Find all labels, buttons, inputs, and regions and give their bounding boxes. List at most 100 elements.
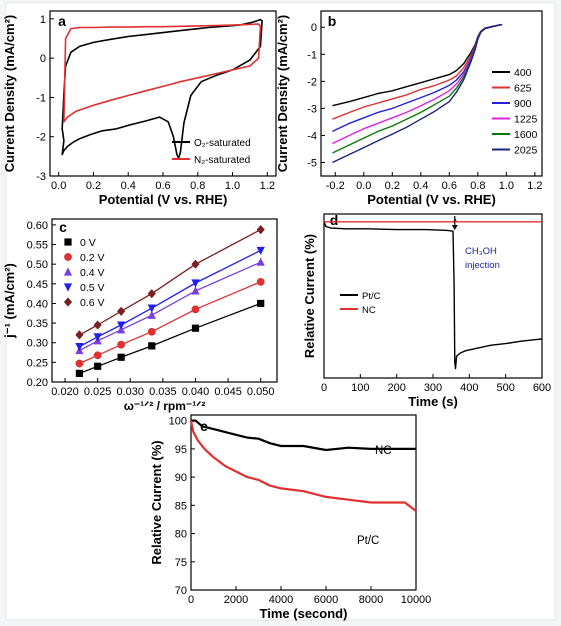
y-tick-label: 0.35 [27,318,48,330]
x-tick-label: 0.8 [190,180,205,192]
legend-label: 0.6 V [80,297,105,309]
x-tick-label: 0.040 [182,386,210,398]
series-line-2 [63,23,262,123]
data-point [93,351,102,360]
data-point [147,310,156,319]
y-tick-label: 0.50 [27,259,48,271]
y-tick-label: 80 [175,529,187,541]
x-tick-label: 10000 [401,594,432,606]
y-tick-label: 1 [40,14,46,26]
x-tick-label: 0.050 [247,386,275,398]
legend-label: O₂-saturated [194,138,251,149]
series-label-ptc: Pt/C [357,535,379,547]
x-tick-label: 0.2 [86,180,101,192]
x-tick-label: 0.0 [356,180,371,192]
data-point [75,330,84,340]
x-axis-title: Time (s) [408,394,458,409]
legend-label: 0.5 V [80,282,105,294]
x-tick-label: 0.020 [51,386,79,398]
series-line-4 [79,249,261,348]
x-tick-label: 0.4 [413,180,428,192]
x-tick-label: 1.2 [527,180,542,192]
panel-c: 0.020 0.025 0.030 0.035 0.040 0.045 0.050 0.20 0… [2,218,278,413]
panel-letter: a [58,13,66,29]
y-tick-label: 0.55 [27,240,48,252]
y-axis-title: j⁻¹ (mA/cm²) [2,263,17,339]
data-point [93,320,102,330]
data-point [147,327,156,336]
x-tick-label: 2000 [224,594,248,606]
x-tick-label: 0.4 [121,180,136,192]
data-point [191,324,200,332]
series-line-6 [332,23,503,164]
series-line-5 [79,229,262,336]
panel-e: 0 2000 4000 6000 8000 10000 70 75 80 85 90 95 100 Tim… [149,414,432,621]
data-point [117,340,126,349]
y-tick-label: 0 [40,53,46,65]
data-point [75,359,84,368]
legend-label: NC [362,305,376,316]
x-tick-label: 0.2 [385,180,400,192]
x-tick-label: 1.0 [225,180,240,192]
y-tick-label: 95 [175,444,187,456]
panel-d: 0 100 200 300 400 500 600 Time (s) Relative Curr… [302,212,551,409]
x-tick-label: 100 [351,382,369,394]
y-tick-label: 100 [169,416,187,428]
plot-frame [323,213,543,379]
x-tick-label: 0.045 [214,386,242,398]
data-point [117,321,126,330]
legend-marker [63,297,73,307]
y-tick-label: -4 [307,130,317,142]
data-point [117,353,125,361]
data-point [148,342,156,350]
x-tick-label: 1.2 [260,180,275,192]
y-tick-label: 85 [175,500,187,512]
y-axis-title: Relative Current (%) [149,440,164,564]
y-tick-label: -3 [307,103,317,115]
y-tick-label: 0.45 [27,279,48,291]
x-tick-label: 4000 [269,594,293,606]
y-tick-label: -1 [36,92,46,104]
x-tick-label: 0.025 [84,386,112,398]
series-line-1 [191,419,416,452]
legend-marker [63,283,73,292]
data-point [75,369,83,377]
x-axis-title: Time (second) [260,606,348,621]
series-label-nc: NC [375,445,392,457]
panel-letter: b [328,13,337,29]
series-line-2 [189,420,417,512]
data-point [93,333,102,342]
data-point [257,299,265,308]
legend-label: 900 [514,98,532,110]
data-point [256,257,265,266]
series-line-1 [61,18,263,160]
legend-label: Pt/C [362,291,381,302]
legend-label: 1225 [514,114,538,126]
plot-frame [49,10,277,177]
x-tick-label: 0.8 [470,180,485,192]
y-tick-label: 0.25 [27,357,48,369]
panel-b: -0.2 0.0 0.2 0.4 0.6 0.8 1.0 1.2 -5 -4 -3 -2 -1 0 Pote… [275,10,543,207]
x-tick-label: 200 [387,382,405,394]
x-tick-label: 0.6 [442,180,457,192]
x-tick-label: 8000 [359,594,383,606]
data-point [191,305,200,314]
legend-label: 400 [514,67,532,79]
x-tick-label: 400 [460,382,478,394]
legend-label: 2025 [514,145,538,157]
y-tick-label: 0.30 [27,338,48,350]
x-tick-label: -0.2 [326,180,345,192]
data-point [191,259,200,269]
x-tick-label: 0.0 [51,180,66,192]
annotation-line1: CH₃OH [465,246,497,257]
y-tick-label: -1 [307,49,317,61]
legend-marker [64,253,72,261]
y-tick-label: -5 [307,157,317,169]
data-point [94,362,102,370]
legend-label: 0.4 V [80,267,105,279]
y-tick-label: 75 [175,557,187,569]
data-point [117,306,126,316]
x-tick-label: 0.030 [116,386,144,398]
y-tick-label: -2 [36,132,46,144]
y-tick-label: 0.60 [27,220,48,232]
